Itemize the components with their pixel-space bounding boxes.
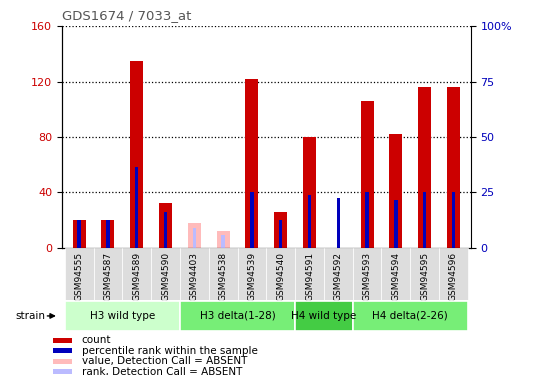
Text: GSM94592: GSM94592	[334, 252, 343, 301]
Text: GSM94595: GSM94595	[420, 252, 429, 301]
Text: strain: strain	[16, 311, 46, 321]
Text: GSM94587: GSM94587	[103, 252, 112, 301]
Bar	[53, 359, 72, 364]
Text: GSM94589: GSM94589	[132, 252, 141, 301]
Bar	[410, 248, 439, 300]
Bar	[193, 228, 196, 248]
Bar	[337, 198, 340, 248]
Text: GSM94555: GSM94555	[75, 252, 83, 301]
Bar	[303, 137, 316, 248]
Bar	[250, 192, 253, 248]
Bar	[151, 248, 180, 300]
Bar	[452, 192, 455, 248]
Text: value, Detection Call = ABSENT: value, Detection Call = ABSENT	[82, 356, 247, 366]
Bar	[102, 220, 115, 248]
Bar	[53, 348, 72, 353]
Text: count: count	[82, 335, 111, 345]
Text: H4 delta(2-26): H4 delta(2-26)	[372, 311, 448, 321]
Text: GSM94593: GSM94593	[363, 252, 372, 301]
Bar	[308, 195, 311, 248]
Bar	[180, 248, 209, 300]
Bar	[245, 79, 258, 248]
Bar	[295, 301, 353, 331]
Text: rank, Detection Call = ABSENT: rank, Detection Call = ABSENT	[82, 367, 242, 375]
Bar	[394, 201, 398, 248]
Bar	[135, 167, 138, 248]
Text: GSM94594: GSM94594	[391, 252, 400, 301]
Bar	[274, 211, 287, 248]
Bar	[423, 192, 427, 248]
Text: GSM94596: GSM94596	[449, 252, 458, 301]
Bar	[159, 203, 172, 248]
Text: GDS1674 / 7033_at: GDS1674 / 7033_at	[62, 9, 191, 22]
Bar	[390, 134, 402, 248]
Bar	[130, 61, 143, 248]
Text: H4 wild type: H4 wild type	[291, 311, 357, 321]
Bar	[188, 223, 201, 248]
Text: GSM94591: GSM94591	[305, 252, 314, 301]
Bar	[418, 87, 431, 248]
Text: H3 delta(1-28): H3 delta(1-28)	[200, 311, 275, 321]
Bar	[439, 248, 468, 300]
Bar	[209, 248, 237, 300]
Bar	[164, 211, 167, 248]
Bar	[360, 101, 373, 248]
Bar	[94, 248, 122, 300]
Bar	[122, 248, 151, 300]
Bar	[353, 301, 468, 331]
Text: GSM94538: GSM94538	[218, 252, 228, 301]
Bar	[106, 220, 110, 248]
Bar	[222, 235, 225, 248]
Text: H3 wild type: H3 wild type	[90, 311, 155, 321]
Text: GSM94540: GSM94540	[276, 252, 285, 301]
Bar	[266, 248, 295, 300]
Bar	[237, 248, 266, 300]
Bar	[353, 248, 381, 300]
Bar	[217, 231, 230, 248]
Bar	[295, 248, 324, 300]
Bar	[180, 301, 295, 331]
Bar	[381, 248, 410, 300]
Bar	[279, 220, 282, 248]
Bar	[73, 220, 86, 248]
Bar	[324, 248, 353, 300]
Bar	[53, 338, 72, 343]
Text: GSM94590: GSM94590	[161, 252, 170, 301]
Bar	[365, 192, 369, 248]
Bar	[77, 220, 81, 248]
Text: GSM94403: GSM94403	[190, 252, 199, 301]
Bar	[447, 87, 460, 248]
Text: percentile rank within the sample: percentile rank within the sample	[82, 346, 258, 356]
Bar	[53, 369, 72, 374]
Bar	[65, 248, 94, 300]
Text: GSM94539: GSM94539	[247, 252, 257, 301]
Bar	[65, 301, 180, 331]
